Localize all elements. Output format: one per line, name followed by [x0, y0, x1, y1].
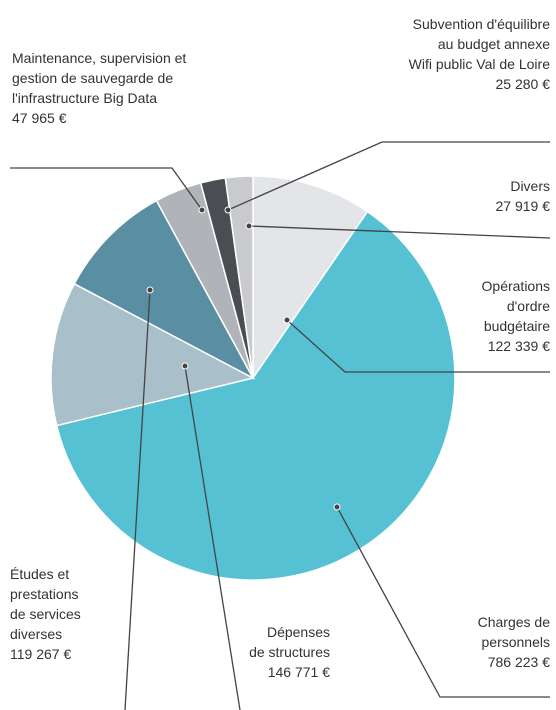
pie-slice	[252, 175, 369, 381]
slice-label: Opérations d'ordre budgétaire 122 339 €	[482, 276, 550, 356]
value-label: 786 223 €	[487, 654, 550, 670]
leader-dot	[146, 286, 154, 294]
category-label: Charges de personnels	[477, 614, 550, 650]
leader-dot	[198, 206, 206, 214]
category-label: Études et prestations de services divers…	[10, 566, 81, 642]
leader-line	[184, 365, 241, 710]
value-label: 122 339 €	[487, 338, 550, 354]
slice-label: Dépenses de structures 146 771 €	[249, 622, 330, 682]
category-label: Divers	[510, 178, 550, 194]
value-label: 27 919 €	[495, 198, 551, 214]
slice-label: Maintenance, supervision et gestion de s…	[12, 48, 186, 128]
category-label: Dépenses de structures	[249, 624, 330, 660]
leader-line	[124, 289, 151, 710]
leader-line	[336, 506, 550, 698]
slice-label: Divers 27 919 €	[496, 176, 551, 216]
leader-line	[248, 225, 551, 239]
slice-label: Charges de personnels 786 223 €	[478, 612, 550, 672]
leader-dot	[224, 206, 232, 214]
leader-dot	[245, 222, 253, 230]
value-label: 47 965 €	[12, 110, 67, 126]
pie-slice	[50, 282, 256, 427]
value-label: 25 280 €	[495, 76, 551, 92]
leader-dot	[333, 503, 341, 511]
value-label: 146 771 €	[267, 664, 330, 680]
slice-label: Études et prestations de services divers…	[10, 564, 81, 664]
leader-dot	[283, 316, 291, 324]
leader-line	[286, 319, 550, 373]
leader-line	[227, 141, 550, 211]
pie-slice	[73, 199, 255, 380]
slice-label: Subvention d'équilibre au budget annexe …	[409, 14, 550, 94]
category-label: Subvention d'équilibre au budget annexe …	[408, 16, 550, 72]
category-label: Maintenance, supervision et gestion de s…	[12, 50, 187, 106]
pie-slice	[55, 210, 456, 581]
value-label: 119 267 €	[10, 646, 72, 662]
leader-line	[10, 167, 203, 211]
category-label: Opérations d'ordre budgétaire	[481, 278, 550, 334]
leader-dot	[181, 362, 189, 370]
